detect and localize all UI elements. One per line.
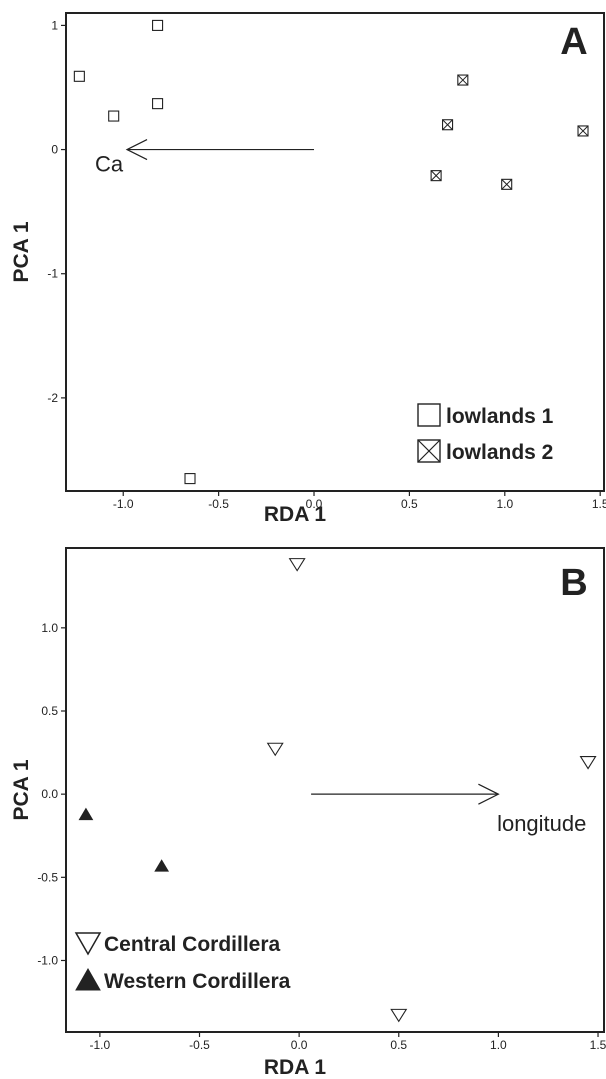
x-tick-label: 0.5 — [401, 497, 418, 511]
x-tick-label: 1.0 — [496, 497, 513, 511]
data-point — [74, 71, 84, 81]
x-tick-label: 1.5 — [590, 1038, 606, 1052]
data-point — [443, 120, 453, 130]
data-point — [290, 559, 305, 571]
x-tick-label: -0.5 — [208, 497, 229, 511]
series-lowlands-2 — [431, 75, 588, 189]
legend-marker — [418, 440, 440, 462]
data-point — [391, 1009, 406, 1021]
data-point — [458, 75, 468, 85]
data-point — [431, 171, 441, 181]
data-point — [79, 809, 92, 820]
x-tick-label: -0.5 — [189, 1038, 210, 1052]
y-tick-label: 0.5 — [41, 704, 58, 718]
y-tick-label: -1 — [47, 267, 58, 281]
x-tick-label: -1.0 — [90, 1038, 111, 1052]
data-point — [502, 179, 512, 189]
x-tick-label: -1.0 — [113, 497, 134, 511]
legend-marker — [76, 969, 100, 990]
data-point — [153, 20, 163, 30]
x-tick-label: 1.5 — [592, 497, 606, 511]
legend-label: lowlands 2 — [446, 441, 553, 464]
panel-b: -1.0 -0.5 0.0 0.5 1.0 1.5 1.0 0.5 0.0 -0.5 -1.0 RDA… — [10, 548, 606, 1079]
data-point — [268, 743, 283, 755]
y-tick-label: -2 — [47, 391, 58, 405]
series-western-cordillera — [79, 809, 168, 872]
panel-letter: A — [560, 21, 587, 63]
y-tick-label: 1 — [51, 18, 58, 32]
y-tick-label: 0.0 — [41, 787, 58, 801]
legend-label: Central Cordillera — [104, 933, 281, 956]
y-tick-label: 1.0 — [41, 621, 58, 635]
legend-label: Western Cordillera — [104, 970, 291, 993]
panel-letter: B — [560, 562, 587, 604]
data-point — [185, 474, 195, 484]
y-tick-label: 0 — [51, 143, 58, 157]
legend: Central Cordillera Western Cordillera — [76, 933, 291, 993]
data-point — [153, 99, 163, 109]
x-axis-label: RDA 1 — [264, 1056, 327, 1079]
series-lowlands-1 — [74, 20, 195, 483]
legend-marker — [418, 404, 440, 426]
legend-label: lowlands 1 — [446, 405, 554, 428]
legend: lowlands 1 lowlands 2 — [418, 404, 554, 464]
y-tick-label: -1.0 — [37, 953, 58, 967]
legend-marker — [76, 933, 100, 954]
series-central-cordillera — [268, 559, 596, 1022]
x-tick-label: 1.0 — [490, 1038, 507, 1052]
data-point — [581, 757, 596, 769]
x-axis-label: RDA 1 — [264, 503, 327, 526]
y-axis-label: PCA 1 — [10, 759, 33, 820]
plot-frame — [66, 548, 604, 1032]
x-tick-label: 0.0 — [291, 1038, 308, 1052]
vector-label: longitude — [497, 811, 586, 836]
y-tick-label: -0.5 — [37, 870, 58, 884]
data-point — [109, 111, 119, 121]
vector-label: Ca — [95, 152, 124, 177]
x-tick-label: 0.5 — [390, 1038, 407, 1052]
data-point — [155, 860, 168, 871]
y-axis-label: PCA 1 — [10, 221, 33, 282]
data-point — [578, 126, 588, 136]
